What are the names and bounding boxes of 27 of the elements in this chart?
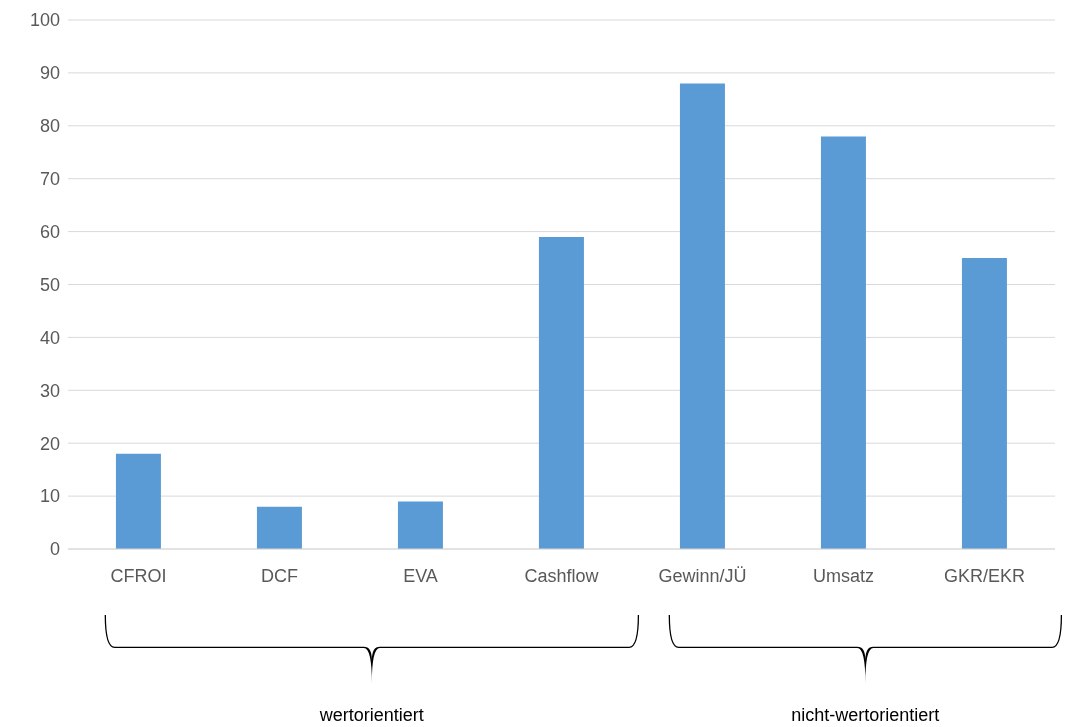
y-tick-label: 30 (39, 380, 60, 401)
y-tick-label: 100 (29, 10, 60, 31)
y-tick-label: 0 (49, 539, 60, 560)
bar (961, 258, 1007, 549)
bar (397, 501, 443, 549)
y-tick-label: 10 (39, 486, 60, 507)
x-tick-label: CFROI (110, 565, 167, 586)
bar (679, 83, 725, 549)
y-tick-label: 20 (39, 433, 60, 454)
bar (820, 136, 866, 549)
x-tick-label: EVA (403, 565, 438, 586)
bar (115, 453, 161, 549)
y-tick-label: 90 (39, 63, 60, 84)
y-tick-label: 70 (39, 169, 60, 190)
x-tick-label: GKR/EKR (943, 565, 1026, 586)
text: nicht-wertorientiert (791, 705, 940, 725)
y-tick-label: 60 (39, 221, 60, 242)
x-tick-label: Gewinn/JÜ (658, 565, 747, 586)
text: wertorientiert (318, 705, 424, 725)
bar (538, 236, 584, 549)
x-tick-label: Cashflow (524, 565, 600, 586)
x-tick-label: DCF (261, 565, 298, 586)
bar (256, 506, 302, 549)
x-tick-label: Umsatz (812, 565, 875, 586)
y-tick-label: 50 (39, 274, 60, 295)
y-tick-label: 80 (39, 116, 60, 137)
y-tick-label: 40 (39, 327, 60, 348)
